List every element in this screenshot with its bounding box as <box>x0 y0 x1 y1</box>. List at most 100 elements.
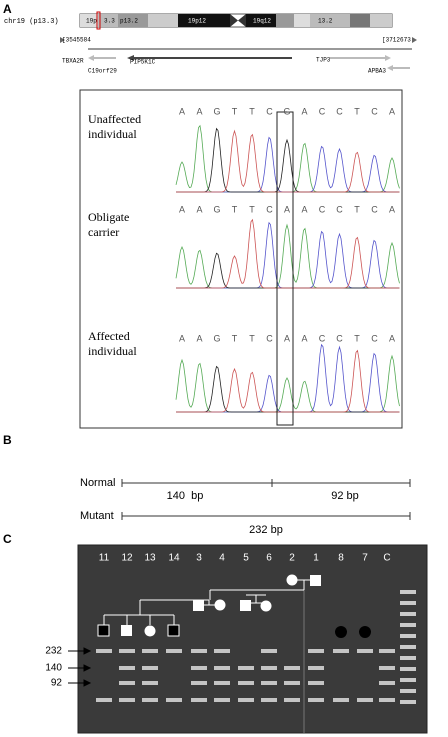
band <box>261 666 277 670</box>
base: C <box>336 106 343 116</box>
size-label: 140 <box>45 663 62 674</box>
band <box>119 666 135 670</box>
base: T <box>354 106 360 116</box>
band-label: 13.2 <box>318 18 333 25</box>
lane-label: 7 <box>362 553 368 564</box>
ladder-band <box>400 612 416 616</box>
sample-label: Affected <box>88 329 130 343</box>
base: G <box>283 106 290 116</box>
gene-label: TJP3 <box>316 57 331 64</box>
band <box>214 698 230 702</box>
gel <box>77 544 428 734</box>
band <box>142 666 158 670</box>
band <box>96 698 112 702</box>
band <box>191 666 207 670</box>
lane-label: 12 <box>121 553 133 564</box>
pedigree-symbols <box>97 574 371 638</box>
ladder-band <box>400 645 416 649</box>
size-label: 232 <box>45 646 62 657</box>
sequencing-box <box>79 89 403 429</box>
ladder-band <box>400 656 416 660</box>
sample-label: Unaffected <box>88 112 141 126</box>
base: T <box>354 204 360 214</box>
base: A <box>301 106 307 116</box>
chrom-label: chr19 (p13.3) <box>4 18 59 26</box>
fragment-lines <box>121 479 411 520</box>
fragment-size: 92 bp <box>331 490 359 502</box>
panel-label: C <box>3 532 12 546</box>
band-label: 3.3 <box>104 18 115 25</box>
lane-label: 4 <box>219 553 225 564</box>
gene-label: C19orf29 <box>88 68 117 75</box>
band <box>284 681 300 685</box>
base: A <box>389 106 395 116</box>
base: C <box>371 106 378 116</box>
band <box>357 649 373 653</box>
ladder-band <box>400 634 416 638</box>
base: A <box>196 333 202 343</box>
band <box>379 681 395 685</box>
band <box>261 698 277 702</box>
lane-label: C <box>383 553 390 564</box>
base: C <box>319 106 326 116</box>
ladder-band <box>400 667 416 671</box>
range-start: [3545584 <box>62 37 91 44</box>
range-end: [3712673 <box>382 37 411 44</box>
base: C <box>336 333 343 343</box>
base: C <box>319 204 326 214</box>
arrow <box>60 37 65 43</box>
gene-label: PIP5K1C <box>130 59 156 66</box>
lane-label: 5 <box>243 553 249 564</box>
base: A <box>196 106 202 116</box>
base: C <box>266 106 273 116</box>
band <box>333 649 349 653</box>
lane-label: 3 <box>196 553 202 564</box>
trace <box>176 349 400 413</box>
lane-label: 14 <box>168 553 180 564</box>
base: C <box>336 204 343 214</box>
panel-label: B <box>3 433 12 447</box>
fragment-size: 232 bp <box>249 524 283 536</box>
base: C <box>319 333 326 343</box>
gene-arrows <box>88 55 410 71</box>
base: T <box>249 106 255 116</box>
trace <box>176 127 400 193</box>
normal-label: Normal <box>80 477 115 489</box>
band <box>238 698 254 702</box>
base: A <box>284 204 290 214</box>
band <box>142 698 158 702</box>
band <box>142 681 158 685</box>
base: A <box>389 204 395 214</box>
band <box>238 681 254 685</box>
base: A <box>301 204 307 214</box>
lane-label: 2 <box>289 553 295 564</box>
base: T <box>232 204 238 214</box>
base: A <box>179 204 185 214</box>
band <box>191 681 207 685</box>
band <box>166 649 182 653</box>
gel-bands <box>96 590 416 704</box>
band <box>119 698 135 702</box>
gene-label: APBA3 <box>368 68 386 75</box>
ladder-band <box>400 700 416 704</box>
arrow <box>412 37 417 43</box>
base: C <box>371 333 378 343</box>
band <box>261 681 277 685</box>
band <box>379 698 395 702</box>
trace <box>176 218 400 289</box>
pedigree-lines <box>103 579 316 625</box>
base: T <box>249 333 255 343</box>
band <box>191 698 207 702</box>
lane-label: 6 <box>266 553 272 564</box>
gene-label: TBXA2R <box>62 58 84 65</box>
panel-label: A <box>3 2 12 16</box>
mutation-highlight <box>276 111 294 426</box>
fragment-size: 140 bp <box>167 490 204 502</box>
traces <box>175 124 400 413</box>
band <box>214 649 230 653</box>
band-label: 19p12 <box>188 18 206 25</box>
band <box>191 649 207 653</box>
band <box>284 698 300 702</box>
base: A <box>389 333 395 343</box>
